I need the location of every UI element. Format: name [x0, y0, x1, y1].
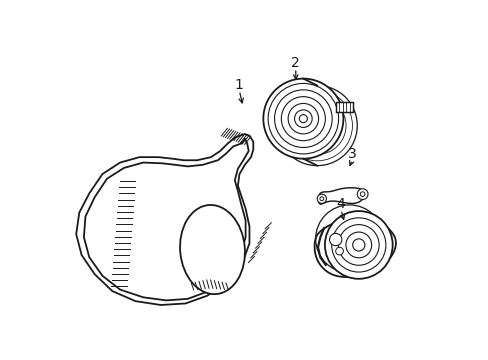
Ellipse shape — [277, 86, 357, 166]
Polygon shape — [318, 188, 364, 204]
Ellipse shape — [180, 205, 244, 294]
Ellipse shape — [317, 194, 326, 203]
Ellipse shape — [352, 239, 364, 251]
Ellipse shape — [329, 233, 341, 246]
Text: 2: 2 — [291, 55, 300, 69]
Ellipse shape — [335, 247, 343, 255]
Bar — [335, 102, 352, 112]
Ellipse shape — [263, 78, 343, 159]
Polygon shape — [76, 134, 253, 305]
Text: 3: 3 — [347, 147, 356, 161]
Text: 4: 4 — [336, 197, 345, 211]
Ellipse shape — [357, 189, 367, 199]
Text: 1: 1 — [234, 78, 243, 92]
Polygon shape — [314, 218, 395, 277]
Ellipse shape — [324, 211, 392, 279]
